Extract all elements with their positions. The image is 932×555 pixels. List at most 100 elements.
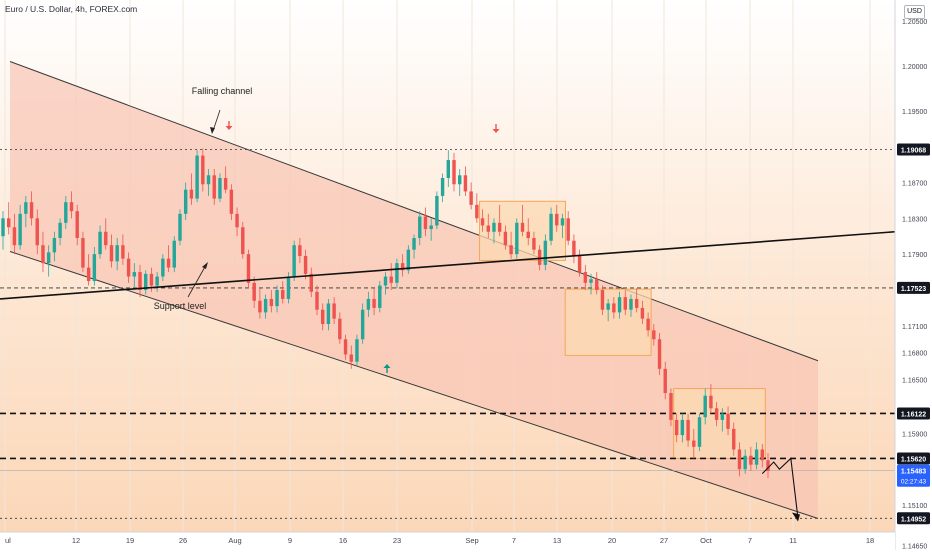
candle[interactable]	[606, 298, 610, 322]
level-price-tag[interactable]: 1.15620	[897, 452, 930, 465]
level-price-tag[interactable]: 1.17523	[897, 281, 930, 294]
candle[interactable]	[555, 204, 559, 232]
candle[interactable]	[497, 204, 502, 237]
candle[interactable]	[178, 209, 182, 246]
candle[interactable]	[6, 202, 11, 235]
candle[interactable]	[400, 254, 405, 277]
candle[interactable]	[657, 333, 662, 376]
candle[interactable]	[343, 334, 348, 360]
candle[interactable]	[595, 272, 599, 295]
candle[interactable]	[446, 150, 451, 187]
candle[interactable]	[64, 195, 68, 230]
candle[interactable]	[726, 406, 730, 436]
candle[interactable]	[560, 213, 565, 239]
candle[interactable]	[263, 294, 268, 319]
support-level-line[interactable]	[0, 230, 896, 300]
candle[interactable]	[737, 442, 742, 477]
candle[interactable]	[469, 182, 473, 210]
candle[interactable]	[703, 388, 707, 425]
candle[interactable]	[115, 238, 119, 271]
candle[interactable]	[503, 225, 508, 250]
candle[interactable]	[52, 231, 57, 262]
candle[interactable]	[714, 401, 719, 427]
candle[interactable]	[623, 289, 627, 316]
candle[interactable]	[360, 303, 365, 344]
candle[interactable]	[195, 150, 199, 203]
candle[interactable]	[754, 442, 759, 470]
candle[interactable]	[549, 207, 553, 246]
candle[interactable]	[18, 204, 22, 250]
candle[interactable]	[652, 324, 656, 346]
level-price-tag[interactable]: 1.19068	[897, 143, 930, 156]
time-axis[interactable]	[0, 532, 895, 550]
candle[interactable]	[372, 288, 376, 316]
candle[interactable]	[383, 272, 388, 295]
candle[interactable]	[766, 453, 770, 479]
candle[interactable]	[258, 288, 262, 319]
candle[interactable]	[389, 263, 393, 290]
candle[interactable]	[697, 413, 702, 452]
candle[interactable]	[669, 388, 673, 427]
candle[interactable]	[138, 264, 142, 298]
candle[interactable]	[1, 211, 5, 250]
currency-badge[interactable]: USD	[904, 5, 925, 19]
candle[interactable]	[161, 254, 165, 282]
candle[interactable]	[309, 267, 313, 298]
candle[interactable]	[229, 184, 234, 221]
candle[interactable]	[743, 449, 747, 474]
candle[interactable]	[492, 218, 496, 244]
candle[interactable]	[241, 221, 245, 259]
candle[interactable]	[126, 252, 131, 283]
candle[interactable]	[275, 285, 279, 313]
candle[interactable]	[589, 273, 593, 295]
candle[interactable]	[429, 218, 433, 241]
level-price-tag[interactable]: 1.14952	[897, 512, 930, 525]
candle[interactable]	[418, 211, 422, 246]
candle[interactable]	[292, 240, 296, 282]
candle[interactable]	[349, 345, 353, 369]
candle[interactable]	[355, 334, 359, 367]
candle[interactable]	[218, 173, 222, 203]
candle[interactable]	[452, 152, 456, 192]
falling-channel-area[interactable]	[10, 61, 818, 519]
candle[interactable]	[212, 169, 216, 205]
level-price-tag[interactable]: 1.16122	[897, 407, 930, 420]
candle[interactable]	[92, 246, 97, 286]
candle[interactable]	[617, 291, 622, 319]
candle[interactable]	[583, 264, 588, 290]
candle[interactable]	[543, 234, 548, 271]
candle[interactable]	[680, 413, 685, 443]
candle[interactable]	[378, 281, 382, 313]
candle[interactable]	[634, 288, 639, 313]
candle[interactable]	[252, 276, 256, 308]
candle[interactable]	[692, 428, 696, 459]
candle[interactable]	[315, 285, 319, 316]
candle[interactable]	[189, 173, 194, 205]
candle[interactable]	[366, 291, 371, 317]
candle[interactable]	[35, 209, 39, 255]
candle[interactable]	[572, 234, 576, 264]
candle[interactable]	[435, 191, 439, 230]
candle[interactable]	[440, 173, 445, 203]
candle[interactable]	[303, 249, 308, 280]
candle[interactable]	[183, 182, 188, 221]
candle[interactable]	[86, 254, 91, 286]
candle[interactable]	[732, 422, 736, 456]
candle[interactable]	[686, 413, 690, 447]
candle[interactable]	[58, 218, 62, 246]
candle[interactable]	[98, 225, 102, 259]
candle[interactable]	[629, 294, 633, 317]
candle[interactable]	[326, 298, 331, 331]
candle[interactable]	[720, 408, 725, 432]
candle[interactable]	[458, 169, 462, 196]
candle[interactable]	[121, 234, 125, 265]
candle[interactable]	[201, 148, 205, 192]
candle[interactable]	[281, 281, 285, 304]
current-price-tag[interactable]: 1.15483 02:27:43	[897, 464, 930, 487]
candle[interactable]	[640, 300, 645, 325]
candle[interactable]	[155, 272, 159, 292]
candle[interactable]	[132, 263, 137, 289]
candle[interactable]	[674, 413, 679, 443]
candle[interactable]	[166, 245, 171, 273]
